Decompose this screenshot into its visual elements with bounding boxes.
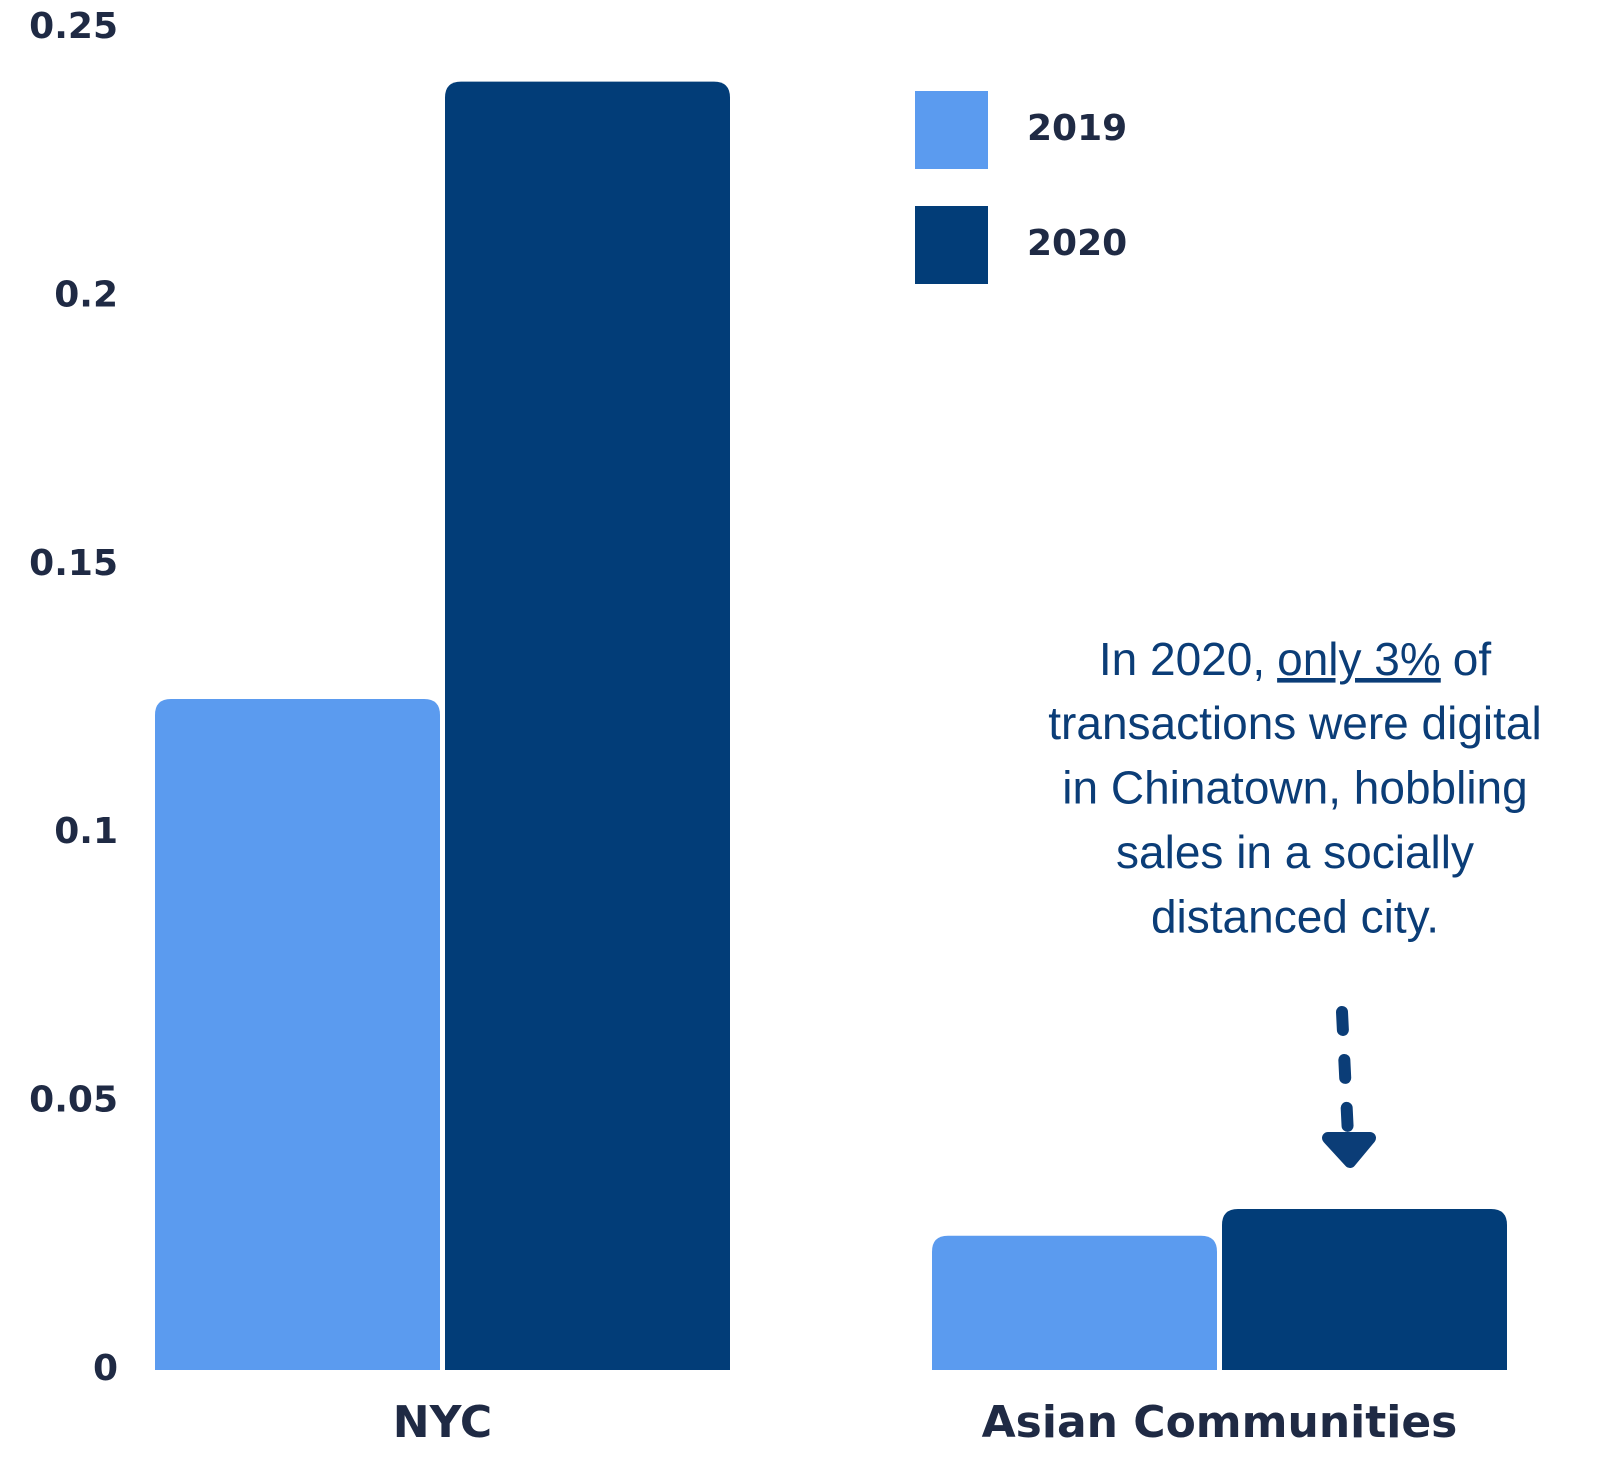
y-tick-label: 0.2: [54, 274, 118, 315]
annotation-line: in Chinatown, hobbling: [1062, 762, 1527, 814]
legend-swatch: [915, 206, 988, 284]
annotation-line: transactions were digital: [1048, 697, 1541, 749]
x-tick-label: Asian Communities: [982, 1397, 1458, 1448]
annotation-tail: of: [1453, 633, 1492, 685]
y-tick-label: 0.1: [54, 811, 118, 852]
legend-label: 2019: [1027, 108, 1127, 149]
legend-label: 2020: [1027, 223, 1127, 264]
annotation-first-line: In 2020, only 3% of: [1099, 633, 1492, 685]
y-tick-label: 0.15: [29, 543, 118, 584]
annotation-line: distanced city.: [1151, 891, 1439, 943]
y-tick-label: 0.25: [29, 6, 118, 47]
x-tick-label: NYC: [393, 1397, 492, 1448]
annotation-emphasis: only 3%: [1277, 633, 1441, 685]
bar: [1222, 1208, 1507, 1370]
legend-swatch: [915, 91, 988, 169]
y-tick-label: 0: [93, 1348, 118, 1389]
bar: [932, 1235, 1217, 1370]
annotation-lead: In 2020,: [1099, 633, 1265, 685]
annotation-line: sales in a socially: [1116, 826, 1474, 878]
bar: [445, 81, 730, 1370]
y-tick-label: 0.05: [29, 1080, 118, 1121]
bar: [155, 699, 440, 1370]
annotation-arrow: [1322, 1006, 1376, 1168]
